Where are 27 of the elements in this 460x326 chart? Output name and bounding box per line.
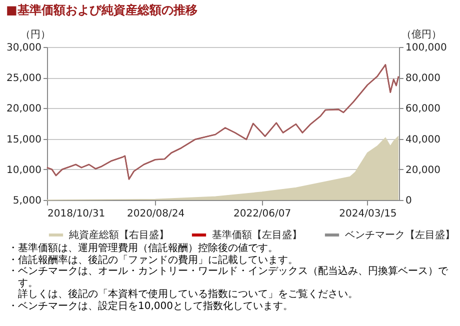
- y2-tick-label: 100,000: [406, 42, 447, 54]
- text: ・ベンチマークは、設定日を10,000として指数化しています。: [8, 300, 294, 312]
- y-tick-label: 10,000: [6, 164, 42, 176]
- x-tick-label: 2018/10/31: [48, 208, 106, 220]
- text: ・基準価額は、運用管理費用（信託報酬）控除後の値です。: [8, 243, 279, 254]
- text: ・ベンチマークは、オール・カントリー・ワールド・インデックス（配当込み、円換算ベース）です。: [8, 266, 449, 288]
- text: ・信託報酬率は、後記の「ファンドの費用」に記載しています。: [8, 254, 299, 266]
- y-axis-title: （円）: [20, 30, 50, 40]
- legend-label: ベンチマーク【左目盛】: [345, 229, 455, 241]
- legend-label: 基準価額【左目盛】: [212, 229, 302, 241]
- text: 詳しくは、後記の「本資料で使用している指数について」をご覧ください。: [17, 289, 359, 300]
- y-tick-label: 30,000: [6, 42, 42, 54]
- y-tick-label: 15,000: [6, 134, 42, 146]
- y2-tick-label: 80,000: [406, 73, 440, 84]
- x-tick-label: 2020/08/24: [126, 208, 185, 220]
- y2-tick-label: 0: [406, 196, 412, 206]
- y-tick-label: 25,000: [6, 73, 42, 84]
- y-tick-label: 5,000: [12, 196, 42, 206]
- y2-tick-label: 60,000: [406, 104, 440, 115]
- y-tick-label: 20,000: [6, 104, 42, 115]
- legend-label: 純資産総額【右目盛】: [69, 229, 169, 241]
- y2-axis-title: （億円）: [402, 28, 442, 40]
- y2-tick-label: 40,000: [406, 134, 440, 146]
- x-tick-label: 2022/06/07: [233, 208, 292, 220]
- chart-title: ■基準価額および純資産総額の推移: [6, 3, 198, 17]
- x-tick-label: 2024/03/15: [339, 208, 397, 220]
- y2-tick-label: 20,000: [406, 164, 440, 176]
